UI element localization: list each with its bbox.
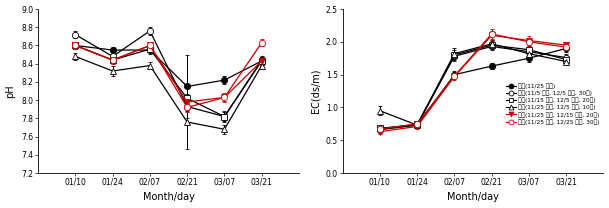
X-axis label: Month/day: Month/day (447, 192, 499, 202)
Y-axis label: EC(ds/m): EC(ds/m) (310, 69, 320, 113)
X-axis label: Month/day: Month/day (143, 192, 194, 202)
Legend: 직파(11/25 파종), 이앙(11/5 파종, 12/5 이앙, 30일), 이앙(11/15 파종, 12/5 이앙, 20일), 이앙(11/25 파종: 직파(11/25 파종), 이앙(11/5 파종, 12/5 이앙, 30일),… (504, 83, 600, 126)
Y-axis label: pH: pH (5, 84, 16, 98)
